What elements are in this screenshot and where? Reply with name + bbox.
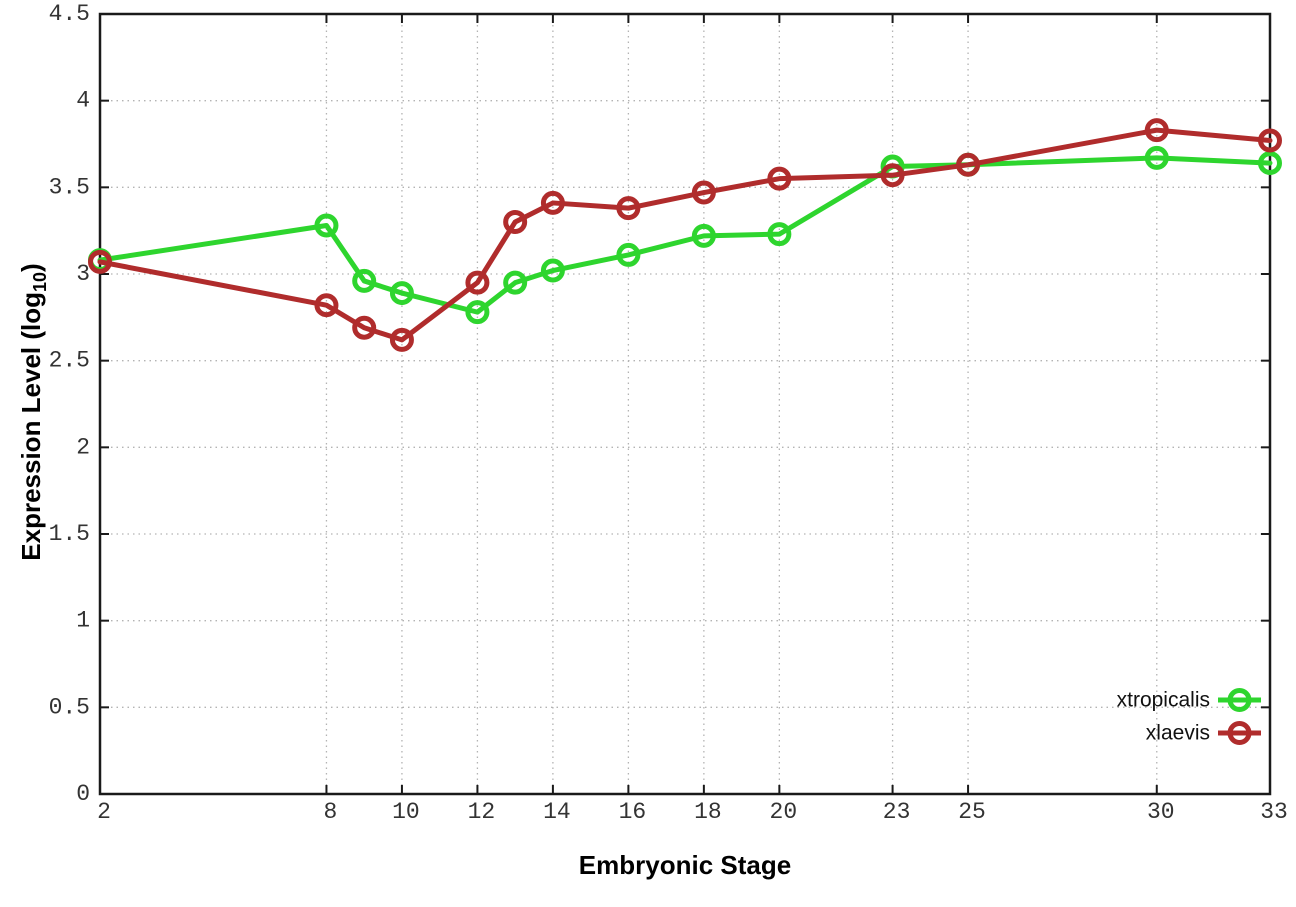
data-point-xlaevis xyxy=(767,166,792,191)
series-line-xtropicalis xyxy=(97,155,1273,315)
data-point-xtropicalis xyxy=(503,270,528,295)
y-tick-label: 3 xyxy=(76,261,90,287)
data-point-xlaevis xyxy=(465,270,490,295)
data-point-xlaevis xyxy=(1144,118,1169,143)
x-tick-label: 20 xyxy=(770,799,798,825)
y-tick-label: 1 xyxy=(76,608,90,634)
x-tick-label: 25 xyxy=(958,799,986,825)
legend-marker-open-circle xyxy=(1227,688,1252,712)
data-point-xlaevis xyxy=(616,196,641,221)
y-tick-label: 4 xyxy=(76,88,90,114)
data-point-xlaevis xyxy=(88,249,112,274)
data-point-xtropicalis xyxy=(465,300,490,325)
plot-frame xyxy=(98,12,1272,796)
x-tick-label: 23 xyxy=(883,799,911,825)
legend: xtropicalis xlaevis xyxy=(1117,688,1261,745)
data-point-xlaevis xyxy=(540,190,565,215)
data-point-xtropicalis xyxy=(314,213,339,238)
data-point-xtropicalis xyxy=(691,223,716,248)
data-point-xtropicalis xyxy=(1144,145,1169,170)
x-axis-title: Embryonic Stage xyxy=(579,850,791,880)
gridlines xyxy=(100,14,1270,794)
series-xlaevis xyxy=(88,118,1282,352)
data-point-xlaevis xyxy=(352,315,377,340)
data-point-xlaevis xyxy=(1258,128,1282,153)
axis-ticks xyxy=(99,13,1271,795)
tick-labels: 0 0.5 1 1.5 2 2.5 3 3.5 4 4.5 2 8 10 12 14 16 18 20 23 25 30… xyxy=(49,1,1288,825)
y-tick-label: 0 xyxy=(76,781,90,807)
data-point-xtropicalis xyxy=(540,258,565,283)
data-point-xtropicalis xyxy=(352,268,377,293)
y-tick-label: 4.5 xyxy=(49,1,90,27)
legend-label-xlaevis: xlaevis xyxy=(1146,722,1210,745)
x-tick-label: 30 xyxy=(1147,799,1175,825)
legend-label-xtropicalis: xtropicalis xyxy=(1117,689,1210,712)
x-tick-label: 18 xyxy=(694,799,722,825)
x-tick-label: 14 xyxy=(543,799,571,825)
data-point-xlaevis xyxy=(691,180,716,205)
x-tick-label: 33 xyxy=(1260,799,1288,825)
x-tick-label: 10 xyxy=(392,799,420,825)
y-tick-label: 2 xyxy=(76,434,90,460)
data-point-xlaevis xyxy=(503,210,528,234)
y-tick-label: 3.5 xyxy=(49,174,90,200)
data-series xyxy=(88,118,1282,352)
data-point-xtropicalis xyxy=(767,222,792,247)
data-point-xtropicalis xyxy=(616,242,641,267)
data-point-xlaevis xyxy=(389,327,414,352)
data-point-xlaevis xyxy=(880,163,905,188)
series-line-xlaevis xyxy=(97,127,1273,343)
x-tick-label: 16 xyxy=(619,799,647,825)
x-tick-label: 12 xyxy=(468,799,496,825)
y-tick-label: 1.5 xyxy=(49,521,90,547)
data-point-xlaevis xyxy=(314,293,339,318)
data-point-xlaevis xyxy=(956,152,981,177)
data-point-xtropicalis xyxy=(1258,151,1282,176)
axis-titles: Embryonic Stage Expression Level (log10) xyxy=(16,263,791,880)
x-tick-label: 8 xyxy=(324,799,338,825)
data-point-xtropicalis xyxy=(389,281,414,306)
legend-entry-xtropicalis: xtropicalis xyxy=(1117,688,1261,712)
y-tick-label: 2.5 xyxy=(49,348,90,374)
x-tick-label: 2 xyxy=(97,799,111,825)
legend-marker-open-circle xyxy=(1227,721,1252,745)
y-tick-label: 0.5 xyxy=(49,694,90,720)
plot-border xyxy=(98,12,1272,796)
y-axis-title: Expression Level (log10) xyxy=(16,263,50,560)
legend-entry-xlaevis: xlaevis xyxy=(1146,721,1261,745)
